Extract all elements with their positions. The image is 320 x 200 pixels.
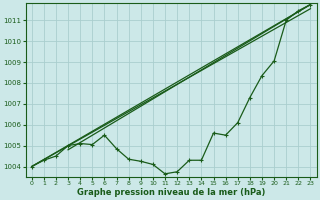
X-axis label: Graphe pression niveau de la mer (hPa): Graphe pression niveau de la mer (hPa) [77, 188, 265, 197]
